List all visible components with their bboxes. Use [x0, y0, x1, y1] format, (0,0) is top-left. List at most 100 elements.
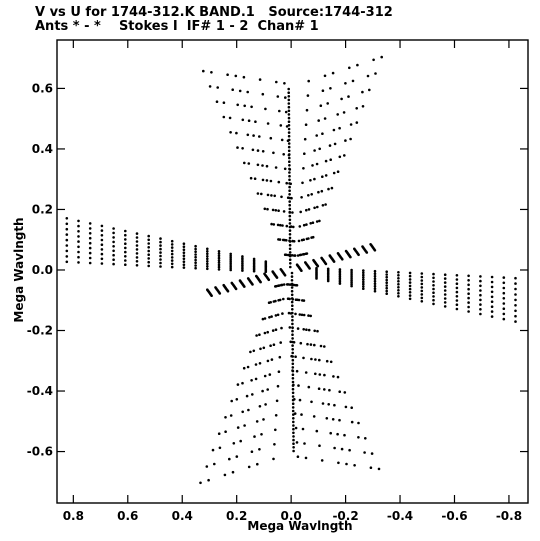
uv-point	[296, 455, 300, 459]
uv-point	[65, 233, 69, 236]
uv-point	[279, 268, 283, 271]
uv-point	[88, 227, 92, 230]
uv-point	[338, 271, 342, 275]
uv-point	[291, 304, 294, 308]
uv-point	[373, 277, 377, 281]
uv-point	[287, 134, 291, 138]
uv-point	[287, 109, 291, 113]
uv-point	[255, 462, 259, 466]
uv-point	[338, 280, 342, 284]
uv-point	[338, 275, 342, 278]
uv-point	[467, 292, 470, 296]
uv-point	[357, 436, 360, 439]
uv-point	[291, 340, 294, 344]
uv-point	[242, 366, 246, 370]
uv-point	[256, 149, 260, 152]
uv-point	[224, 430, 227, 434]
uv-point	[305, 237, 309, 241]
uv-point	[254, 274, 258, 278]
uv-point	[271, 270, 275, 273]
uv-point	[100, 248, 104, 251]
uv-point	[279, 341, 283, 344]
uv-point	[408, 274, 412, 278]
uv-point	[323, 345, 326, 348]
uv-point	[351, 79, 355, 83]
uv-point	[247, 119, 251, 122]
chart-subtitle: Ants * - * Stokes I IF# 1 - 2 Chan# 1	[35, 19, 319, 34]
uv-point	[479, 279, 482, 283]
uv-point	[292, 446, 295, 449]
uv-point	[348, 66, 351, 70]
uv-point	[282, 153, 286, 156]
uv-point	[276, 223, 280, 227]
uv-point	[288, 196, 292, 200]
y-tick-label: 0.6	[32, 81, 53, 95]
uv-point	[373, 287, 377, 291]
uv-point	[241, 264, 244, 267]
uv-point	[112, 240, 115, 244]
uv-point	[292, 417, 295, 420]
uv-point	[288, 189, 291, 192]
uv-point	[252, 257, 256, 261]
uv-point	[362, 273, 365, 277]
uv-point	[324, 159, 328, 163]
uv-point	[313, 177, 316, 181]
uv-point	[182, 242, 186, 245]
uv-point	[216, 86, 219, 89]
uv-point	[362, 282, 365, 286]
uv-point	[291, 337, 294, 340]
uv-point	[320, 189, 324, 193]
uv-point	[432, 298, 435, 302]
uv-point	[289, 265, 292, 269]
uv-point	[159, 244, 162, 247]
uv-point	[408, 294, 412, 297]
uv-point	[336, 375, 340, 379]
uv-point	[455, 299, 459, 302]
uv-point	[246, 90, 249, 94]
uv-point	[318, 444, 321, 448]
uv-point	[326, 279, 330, 283]
uv-point	[490, 315, 494, 318]
uv-point	[342, 111, 346, 114]
uv-point	[280, 283, 284, 287]
uv-point	[278, 355, 282, 359]
uv-point	[514, 282, 517, 285]
uv-point	[147, 238, 150, 242]
uv-point	[229, 264, 232, 268]
uv-point	[284, 96, 287, 99]
uv-point	[229, 252, 232, 256]
uv-point	[385, 270, 389, 274]
uv-point	[288, 164, 291, 167]
uv-point	[455, 307, 459, 311]
uv-point	[313, 329, 317, 333]
uv-point	[277, 238, 280, 241]
uv-point	[274, 314, 278, 317]
uv-point	[467, 301, 470, 304]
uv-point	[159, 265, 162, 268]
uv-point	[299, 210, 303, 214]
uv-point	[229, 256, 232, 260]
uv-point	[328, 144, 332, 147]
uv-point	[285, 224, 289, 228]
uv-point	[147, 257, 150, 260]
uv-point	[514, 309, 517, 313]
uv-point	[243, 424, 246, 427]
uv-point	[318, 147, 322, 151]
uv-point	[269, 179, 273, 183]
uv-point	[170, 259, 174, 262]
uv-point	[135, 248, 139, 251]
uv-point	[229, 262, 232, 266]
uv-point	[502, 302, 506, 305]
uv-point	[420, 279, 424, 282]
uv-point	[243, 104, 246, 108]
uv-point	[159, 237, 162, 240]
uv-point	[479, 308, 482, 311]
uv-point	[255, 420, 259, 423]
uv-point	[490, 295, 494, 299]
uv-point	[290, 282, 294, 286]
uv-point	[490, 280, 494, 284]
uv-point	[170, 243, 174, 246]
uv-point	[329, 431, 333, 435]
x-axis-label: Mega Wavlngth	[247, 519, 352, 533]
uv-point	[432, 302, 435, 306]
